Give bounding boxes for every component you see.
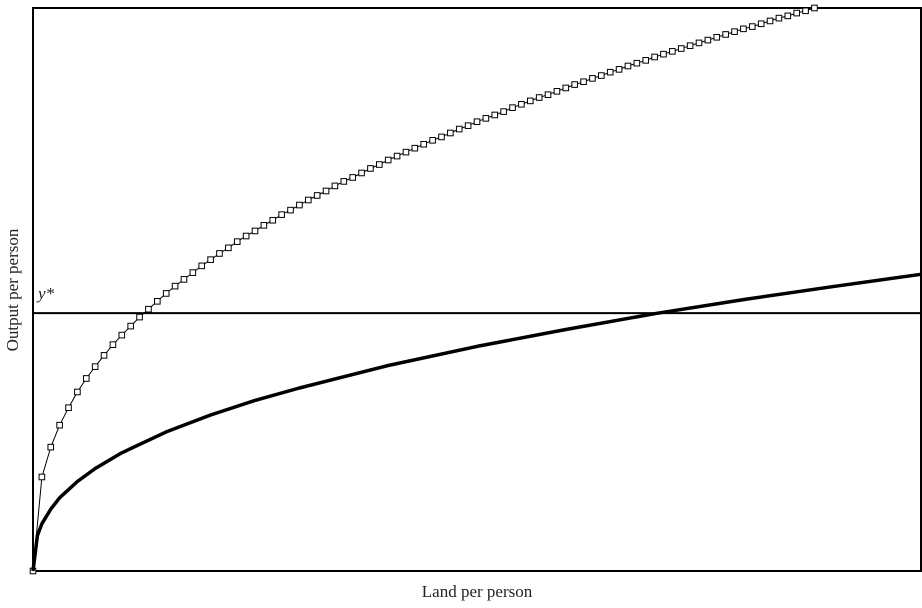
marker <box>82 375 90 382</box>
marker <box>651 53 658 61</box>
marker <box>376 161 383 168</box>
marker <box>216 250 223 257</box>
marker <box>731 28 738 35</box>
marker <box>686 42 694 50</box>
marker <box>225 244 232 252</box>
marker <box>287 206 294 214</box>
marker <box>242 232 250 240</box>
marker <box>606 68 614 76</box>
marker <box>180 276 188 283</box>
marker <box>411 144 419 152</box>
marker <box>740 25 747 33</box>
marker <box>802 7 809 15</box>
marker <box>722 31 729 38</box>
marker <box>260 222 268 229</box>
marker <box>118 331 126 339</box>
marker <box>695 39 703 47</box>
marker <box>660 50 667 58</box>
marker <box>145 305 152 313</box>
marker <box>748 23 756 30</box>
marker <box>162 290 170 297</box>
marker <box>429 137 436 144</box>
series-line <box>32 7 815 572</box>
marker <box>473 118 481 126</box>
marker <box>438 133 445 141</box>
marker <box>455 125 463 133</box>
marker <box>207 256 214 263</box>
marker <box>47 443 55 451</box>
marker <box>615 66 623 73</box>
marker <box>464 122 472 129</box>
marker <box>65 404 72 412</box>
marker <box>784 12 792 20</box>
marker <box>384 156 392 164</box>
plot-frame <box>32 7 922 572</box>
marker <box>127 322 134 330</box>
marker <box>580 78 587 86</box>
marker <box>642 57 650 64</box>
marker <box>331 182 339 190</box>
marker <box>544 91 552 99</box>
marker <box>251 227 259 235</box>
marker <box>500 108 507 115</box>
marker <box>56 421 63 429</box>
marker <box>269 216 277 224</box>
marker <box>571 81 578 88</box>
marker <box>518 100 525 108</box>
marker <box>766 17 774 25</box>
marker <box>491 111 499 119</box>
marker <box>793 9 800 17</box>
marker <box>598 72 605 79</box>
marker <box>367 165 374 172</box>
marker <box>296 201 303 209</box>
marker <box>233 238 241 245</box>
marker <box>589 75 596 82</box>
marker <box>775 14 783 22</box>
marker <box>713 33 721 41</box>
marker <box>624 62 632 70</box>
marker <box>322 187 330 195</box>
marker <box>38 473 46 481</box>
marker <box>349 174 356 181</box>
marker <box>171 282 179 290</box>
marker <box>669 48 676 55</box>
marker <box>402 148 410 156</box>
marker <box>509 104 516 111</box>
marker <box>482 115 490 122</box>
marker <box>633 59 641 67</box>
marker <box>74 388 81 396</box>
marker <box>562 84 570 92</box>
marker <box>136 313 143 321</box>
marker <box>447 129 454 137</box>
marker <box>757 20 765 28</box>
marker <box>278 211 285 218</box>
reference-label: y* <box>36 284 55 303</box>
x-axis-label: Land per person <box>422 582 533 601</box>
marker <box>811 4 818 12</box>
marker <box>91 363 99 370</box>
marker <box>393 152 401 160</box>
marker <box>198 262 206 270</box>
marker <box>677 45 685 52</box>
marker <box>109 341 117 348</box>
series-line <box>31 272 922 572</box>
marker <box>358 169 365 177</box>
marker <box>189 269 197 276</box>
marker <box>154 298 161 305</box>
marker <box>526 97 534 105</box>
marker <box>100 352 108 359</box>
y-axis-label: Output per person <box>3 228 22 351</box>
marker <box>535 94 543 101</box>
marker <box>340 178 348 185</box>
marker <box>553 88 561 95</box>
marker <box>420 140 428 148</box>
marker <box>304 196 312 204</box>
marker <box>704 36 712 44</box>
marker <box>313 192 321 199</box>
